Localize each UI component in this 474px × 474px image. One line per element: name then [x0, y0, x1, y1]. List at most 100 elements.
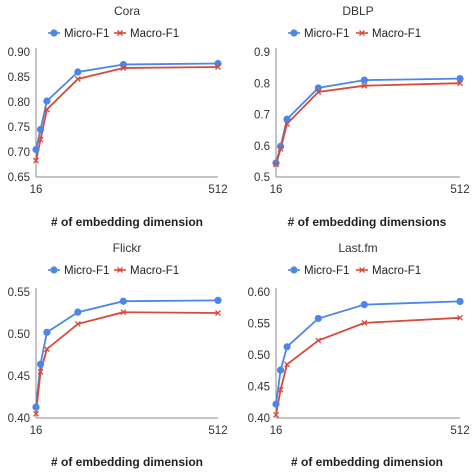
data-point-micro-f1 — [272, 159, 280, 167]
data-point-macro-f1 — [33, 157, 39, 164]
plot-area — [272, 48, 464, 178]
y-tick-label: 0.50 — [248, 350, 270, 362]
legend-micro-dot — [50, 29, 58, 37]
data-point-macro-f1 — [277, 386, 284, 393]
data-point-micro-f1 — [214, 59, 222, 68]
x-tick-label-first: 16 — [270, 184, 283, 196]
plot-area — [32, 48, 222, 178]
y-tick-label: 0.7 — [254, 110, 270, 122]
legend-macro-cross — [359, 30, 365, 36]
data-point-macro-f1 — [315, 89, 322, 95]
legend-label-micro: Micro-F1 — [64, 265, 109, 277]
series-line-micro-f1 — [35, 62, 219, 150]
data-point-macro-f1 — [43, 106, 50, 113]
x-tick-label-first: 16 — [270, 425, 283, 437]
y-tick-label: 0.45 — [8, 371, 30, 383]
data-point-macro-f1 — [277, 145, 284, 152]
data-point-micro-f1 — [36, 360, 45, 368]
data-point-micro-f1 — [32, 145, 40, 154]
data-point-micro-f1 — [119, 297, 127, 305]
legend-label-macro: Macro-F1 — [130, 265, 179, 277]
series-line-macro-f1 — [35, 311, 219, 414]
data-point-macro-f1 — [74, 320, 81, 327]
data-point-micro-f1 — [360, 301, 368, 309]
data-point-macro-f1 — [215, 64, 221, 70]
series-line-micro-f1 — [275, 300, 461, 405]
series-line-macro-f1 — [35, 66, 219, 161]
data-point-micro-f1 — [36, 125, 45, 134]
chart-title: Flickr — [113, 241, 142, 255]
x-tick-label-first: 16 — [30, 184, 43, 196]
data-point-macro-f1 — [315, 337, 322, 344]
y-tick-label: 0.5 — [254, 172, 270, 184]
legend-label-macro: Macro-F1 — [130, 28, 179, 40]
legend-label-macro: Macro-F1 — [372, 265, 421, 277]
data-point-macro-f1 — [74, 76, 81, 82]
data-point-macro-f1 — [284, 361, 290, 368]
data-point-macro-f1 — [120, 65, 127, 71]
data-point-macro-f1 — [457, 314, 463, 321]
y-tick-label: 0.55 — [248, 319, 270, 331]
legend: Micro-F1 Macro-F1 — [288, 265, 421, 277]
data-point-micro-f1 — [74, 308, 82, 316]
x-axis-label: # of embedding dimension — [51, 215, 203, 229]
data-point-micro-f1 — [456, 297, 464, 306]
data-point-micro-f1 — [314, 314, 322, 323]
panel-dblp: DBLP Micro-F1 Macro-F1 0.5 0.6 0.7 0.8 0.9 1… — [254, 4, 470, 229]
data-point-macro-f1 — [120, 309, 127, 316]
data-point-macro-f1 — [37, 368, 44, 375]
data-point-macro-f1 — [273, 161, 279, 168]
data-point-micro-f1 — [119, 60, 127, 69]
y-tick-label: 0.40 — [8, 413, 30, 425]
data-point-micro-f1 — [74, 68, 82, 76]
data-point-micro-f1 — [283, 115, 291, 123]
data-point-macro-f1 — [284, 120, 290, 127]
y-tick-label: 0.90 — [8, 47, 30, 59]
y-tick-label: 0.70 — [8, 147, 30, 159]
y-tick-label: 0.60 — [248, 287, 270, 299]
legend-label-macro: Macro-F1 — [372, 28, 421, 40]
legend-macro-cross — [359, 267, 365, 273]
data-point-macro-f1 — [37, 136, 44, 143]
y-axis: 0.5 0.6 0.7 0.8 0.9 — [254, 47, 270, 184]
y-tick-label: 0.55 — [8, 287, 30, 299]
data-point-micro-f1 — [214, 296, 222, 304]
y-tick-label: 0.40 — [248, 413, 270, 425]
data-point-micro-f1 — [43, 328, 51, 336]
data-point-micro-f1 — [456, 74, 464, 83]
x-tick-label-last: 512 — [208, 425, 227, 437]
y-tick-label: 0.6 — [254, 141, 270, 153]
data-point-micro-f1 — [360, 76, 368, 84]
x-tick-label-last: 512 — [450, 184, 469, 196]
legend-macro-cross — [117, 30, 123, 36]
data-point-macro-f1 — [43, 346, 50, 353]
data-point-macro-f1 — [273, 411, 279, 418]
data-point-macro-f1 — [457, 80, 463, 87]
data-point-macro-f1 — [361, 82, 368, 89]
legend-micro-dot — [290, 266, 298, 274]
panel-lastfm: Last.fm Micro-F1 Macro-F1 0.400.450.500.… — [248, 241, 470, 469]
y-tick-label: 0.45 — [248, 382, 270, 394]
series-line-macro-f1 — [275, 82, 461, 165]
data-point-macro-f1 — [33, 410, 39, 417]
data-point-micro-f1 — [283, 343, 291, 351]
y-tick-label: 0.80 — [8, 97, 30, 109]
y-tick-label: 0.50 — [8, 329, 30, 341]
data-point-micro-f1 — [277, 142, 285, 150]
y-tick-label: 0.75 — [8, 122, 30, 134]
data-point-micro-f1 — [272, 400, 280, 408]
legend: Micro-F1 Macro-F1 — [48, 265, 179, 277]
chart-title: DBLP — [342, 4, 373, 18]
data-point-micro-f1 — [43, 97, 51, 105]
legend-micro-dot — [290, 29, 298, 37]
data-point-macro-f1 — [215, 310, 221, 316]
plot-area — [272, 288, 464, 419]
x-tick-label-last: 512 — [450, 425, 469, 437]
y-tick-label: 0.9 — [254, 47, 270, 59]
series-line-micro-f1 — [35, 299, 219, 408]
y-tick-label: 0.8 — [254, 78, 270, 90]
y-axis: 0.40 0.45 0.50 0.55 0.60 — [248, 287, 270, 425]
legend-label-micro: Micro-F1 — [64, 28, 109, 40]
data-point-micro-f1 — [277, 366, 285, 374]
y-tick-label: 0.85 — [8, 72, 30, 84]
